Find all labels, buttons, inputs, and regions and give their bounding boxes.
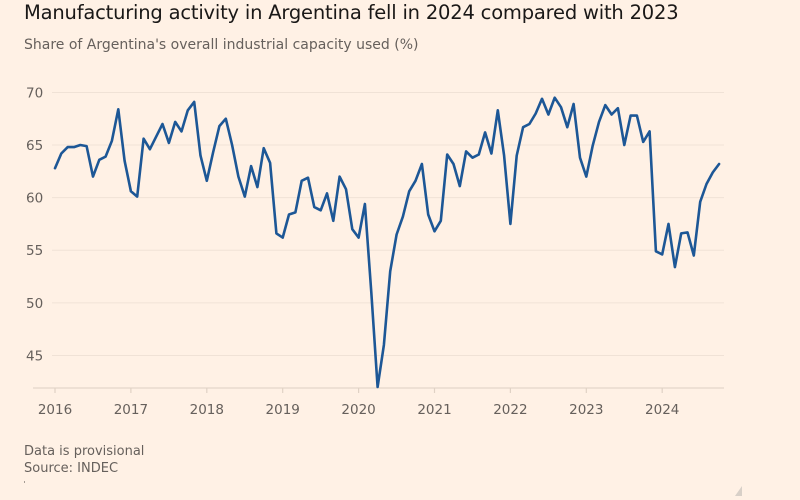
- y-tick-label: 55: [26, 243, 43, 259]
- source-note: Source: INDEC: [24, 461, 119, 476]
- series-layer: [53, 96, 721, 389]
- chart-title: Manufacturing activity in Argentina fell…: [24, 1, 679, 24]
- x-tick-label: 2019: [266, 402, 300, 418]
- x-tick-label: 2022: [493, 402, 527, 418]
- chart-subtitle: Share of Argentina's overall industrial …: [24, 37, 419, 53]
- x-tick-label: 2024: [645, 402, 679, 418]
- y-tick-label: 50: [26, 296, 43, 312]
- data-note: Data is provisional: [24, 444, 145, 459]
- x-tick-label: 2023: [569, 402, 603, 418]
- x-tick-label: 2016: [38, 402, 72, 418]
- footer-mark: [24, 481, 25, 483]
- y-tick-label: 70: [26, 85, 43, 101]
- x-tick-label: 2020: [341, 402, 375, 418]
- x-axis: 2016 2017 2018 2019 2020 2021 2022 2023 2024: [33, 387, 724, 418]
- x-tick-label: 2021: [417, 402, 451, 418]
- y-tick-label: 65: [26, 138, 43, 154]
- y-tick-label: 60: [26, 191, 43, 207]
- capacity-utilisation-line: [53, 96, 721, 389]
- corner-decoration: [735, 486, 742, 496]
- y-tick-label: 45: [26, 348, 43, 364]
- x-tick-label: 2017: [114, 402, 148, 418]
- x-tick-label: 2018: [190, 402, 224, 418]
- gridlines: 45 50 55 60 65 70: [26, 85, 724, 364]
